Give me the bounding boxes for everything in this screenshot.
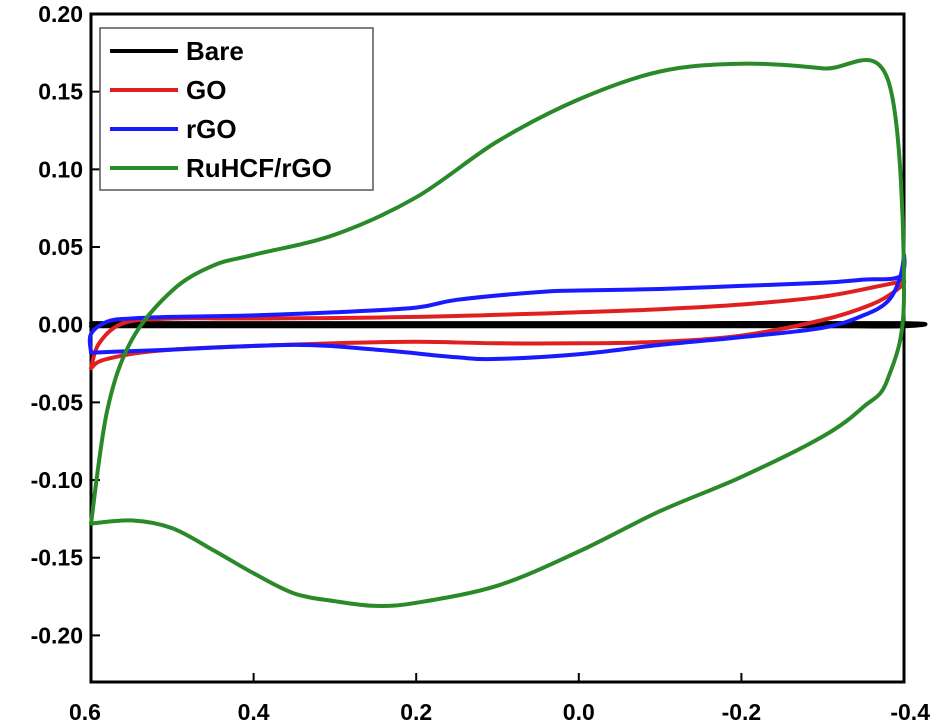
y-tick-label: 0.10 (38, 156, 83, 182)
x-tick-label: 0.4 (238, 699, 270, 724)
x-tick-label: -0.2 (722, 699, 762, 724)
legend-box (99, 27, 374, 191)
y-tick-label: -0.05 (31, 389, 84, 415)
x-tick-label: 0.6 (69, 699, 101, 724)
y-tick-label: 0.20 (38, 1, 83, 27)
y-axis: 0.20 0.15 0.10 0.05 0.00 -0.05 -0.10 -0.15 -0.20 (31, 1, 100, 648)
y-tick-label: 0.00 (38, 312, 83, 338)
x-tick-label: 0.0 (563, 699, 595, 724)
legend-label-bare: Bare (186, 36, 244, 66)
x-tick-label: -0.4 (890, 699, 930, 724)
series-line-rgo (87, 252, 907, 362)
y-tick-label: -0.15 (31, 545, 84, 571)
y-tick-label: 0.15 (38, 79, 83, 105)
legend-label-ruhcf-rgo: RuHCF/rGO (186, 153, 332, 183)
x-tick-label: 0.2 (400, 699, 432, 724)
x-axis: 0.6 0.4 0.2 0.0 -0.2 -0.4 (69, 673, 930, 724)
y-tick-label: -0.20 (31, 622, 83, 648)
y-tick-label: -0.10 (31, 467, 83, 493)
legend-label-rgo: rGO (186, 114, 237, 144)
y-tick-label: 0.05 (38, 234, 83, 260)
series-line-bare (89, 320, 928, 329)
legend: Bare GO rGO RuHCF/rGO (99, 27, 374, 191)
legend-label-go: GO (186, 75, 226, 105)
series-line-ruhcf-rgo (89, 58, 906, 608)
series-layer (87, 58, 928, 608)
